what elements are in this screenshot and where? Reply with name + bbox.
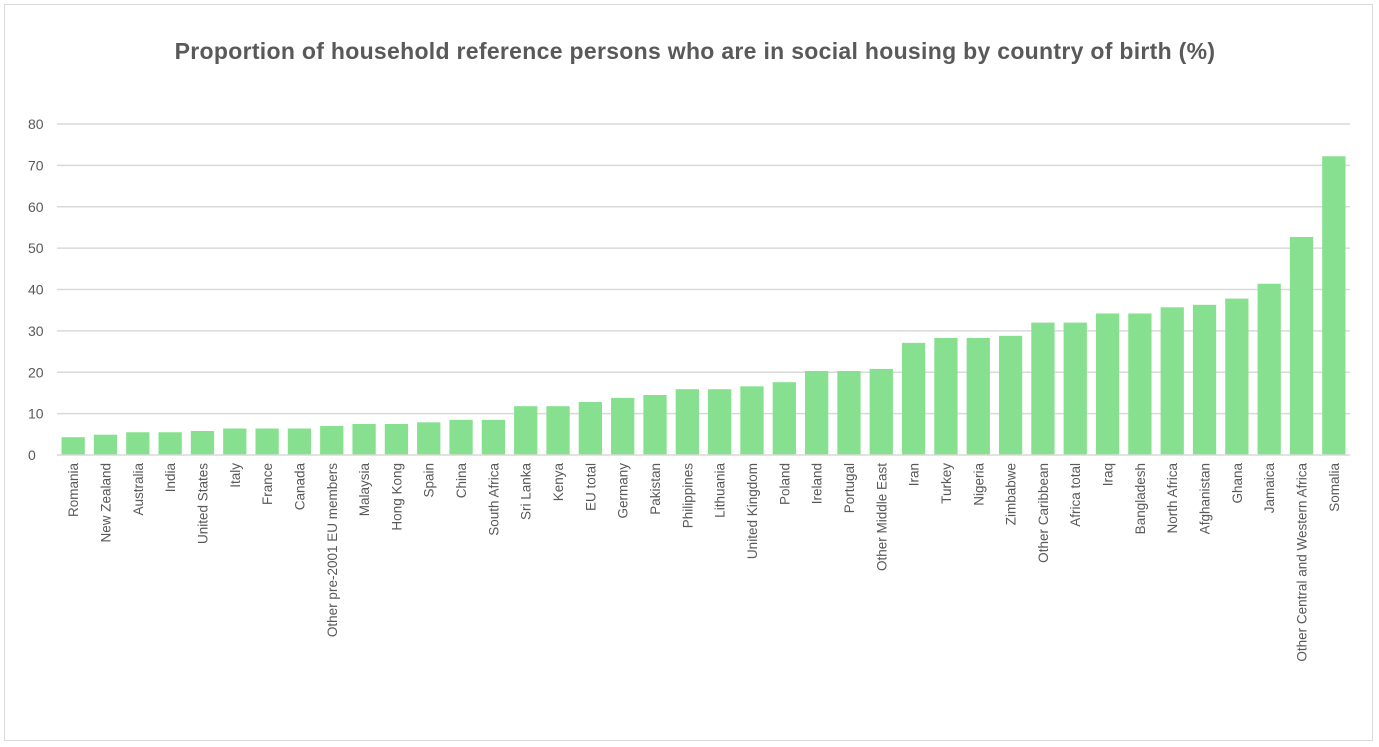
chart-title: Proportion of household reference person… bbox=[174, 38, 1216, 64]
bar-china bbox=[449, 419, 473, 455]
x-tick-label: Pakistan bbox=[648, 463, 663, 515]
bar-zimbabwe bbox=[998, 335, 1023, 455]
bar-india bbox=[158, 432, 182, 455]
bar-somalia bbox=[1322, 156, 1346, 455]
bar-iran bbox=[901, 342, 926, 455]
bar-philippines bbox=[675, 389, 699, 455]
x-tick-label: Somalia bbox=[1327, 463, 1342, 512]
y-tick-label: 60 bbox=[28, 199, 44, 215]
bar-romania bbox=[61, 437, 85, 455]
y-tick-label: 0 bbox=[28, 447, 36, 463]
x-tick-label: India bbox=[163, 463, 178, 493]
bar-malaysia bbox=[352, 423, 376, 455]
x-tick-label: China bbox=[454, 463, 469, 499]
bar-lithuania bbox=[708, 389, 732, 455]
x-tick-label: United Kingdom bbox=[745, 463, 760, 559]
bar-united-states bbox=[190, 431, 215, 455]
x-tick-label: Other Middle East bbox=[874, 463, 889, 571]
bar-united-kingdom bbox=[740, 386, 764, 455]
gridlines bbox=[57, 123, 1350, 415]
bar-jamaica bbox=[1257, 283, 1281, 455]
x-axis-labels: Romania New Zealand Australia India United S… bbox=[66, 463, 1342, 662]
x-tick-label: Africa total bbox=[1068, 463, 1083, 527]
x-tick-label: New Zealand bbox=[98, 463, 113, 543]
bar-ghana bbox=[1225, 298, 1249, 455]
x-tick-label: Romania bbox=[66, 463, 81, 518]
bar-australia bbox=[126, 432, 150, 455]
x-tick-label: Germany bbox=[616, 463, 631, 519]
bar-poland bbox=[772, 382, 796, 455]
x-tick-label: Iran bbox=[907, 463, 922, 486]
bar-other-central-and-western-africa bbox=[1289, 236, 1314, 455]
x-tick-label: Iraq bbox=[1101, 463, 1116, 486]
bar-sri-lanka bbox=[514, 406, 538, 455]
y-tick-label: 80 bbox=[28, 116, 44, 132]
x-tick-label: Malaysia bbox=[357, 463, 372, 517]
y-tick-label: 70 bbox=[28, 157, 44, 173]
bars bbox=[61, 156, 1346, 455]
x-tick-label: South Africa bbox=[486, 463, 501, 536]
x-tick-label: France bbox=[260, 463, 275, 505]
bar-other-middle-east bbox=[869, 368, 893, 455]
bar-spain bbox=[417, 422, 441, 455]
bar-germany bbox=[611, 397, 635, 455]
x-tick-label: Canada bbox=[292, 463, 307, 511]
bar-bangladesh bbox=[1128, 313, 1152, 455]
bar-hong-kong bbox=[384, 423, 409, 455]
x-tick-label: Jamaica bbox=[1262, 463, 1277, 514]
x-tick-label: Australia bbox=[131, 463, 146, 516]
x-tick-label: Italy bbox=[228, 463, 243, 488]
y-tick-label: 20 bbox=[28, 364, 44, 380]
bar-eu-total bbox=[578, 402, 602, 455]
x-tick-label: Kenya bbox=[551, 463, 566, 502]
y-tick-label: 50 bbox=[28, 240, 44, 256]
x-tick-label: Ghana bbox=[1230, 463, 1245, 504]
bar-canada bbox=[287, 428, 312, 455]
bar-north-africa bbox=[1160, 307, 1184, 455]
x-tick-label: Lithuania bbox=[713, 463, 728, 518]
x-tick-label: Turkey bbox=[939, 463, 954, 504]
bar-kenya bbox=[546, 406, 570, 455]
y-tick-label: 10 bbox=[28, 406, 44, 422]
x-tick-label: Nigeria bbox=[971, 463, 986, 506]
bar-nigeria bbox=[966, 337, 990, 455]
y-axis-ticks: 0 10 20 30 40 50 60 70 80 bbox=[28, 116, 44, 463]
x-tick-label: Poland bbox=[777, 463, 792, 505]
bar-france bbox=[255, 428, 279, 455]
bar-portugal bbox=[837, 371, 861, 455]
bar-south-africa bbox=[481, 419, 506, 455]
x-tick-label: United States bbox=[195, 463, 210, 544]
y-tick-label: 30 bbox=[28, 323, 44, 339]
bar-afghanistan bbox=[1192, 304, 1217, 455]
x-tick-label: Zimbabwe bbox=[1004, 463, 1019, 525]
bar-italy bbox=[223, 428, 247, 455]
bar-turkey bbox=[934, 337, 958, 455]
x-tick-label: EU total bbox=[583, 463, 598, 511]
x-tick-label: Other Central and Western Africa bbox=[1295, 463, 1310, 662]
x-tick-label: Sri Lanka bbox=[519, 463, 534, 521]
x-tick-label: Hong Kong bbox=[389, 463, 404, 531]
bar-pakistan bbox=[643, 395, 667, 455]
x-tick-label: Other Caribbean bbox=[1036, 463, 1051, 563]
x-tick-label: Portugal bbox=[842, 463, 857, 513]
x-tick-label: North Africa bbox=[1165, 463, 1180, 534]
x-tick-label: Bangladesh bbox=[1133, 463, 1148, 534]
x-tick-label: Philippines bbox=[680, 463, 695, 529]
x-tick-label: Spain bbox=[422, 463, 437, 498]
bar-ireland bbox=[805, 371, 829, 455]
bar-iraq bbox=[1095, 313, 1120, 455]
y-tick-label: 40 bbox=[28, 282, 44, 298]
x-tick-label: Other pre-2001 EU members bbox=[325, 463, 340, 637]
x-tick-label: Afghanistan bbox=[1198, 463, 1213, 534]
bar-africa-total bbox=[1063, 322, 1087, 455]
bar-new-zealand bbox=[93, 434, 118, 455]
x-tick-label: Ireland bbox=[810, 463, 825, 504]
bar-other-pre-2001-eu-members bbox=[320, 426, 344, 455]
bar-other-caribbean bbox=[1031, 322, 1055, 455]
